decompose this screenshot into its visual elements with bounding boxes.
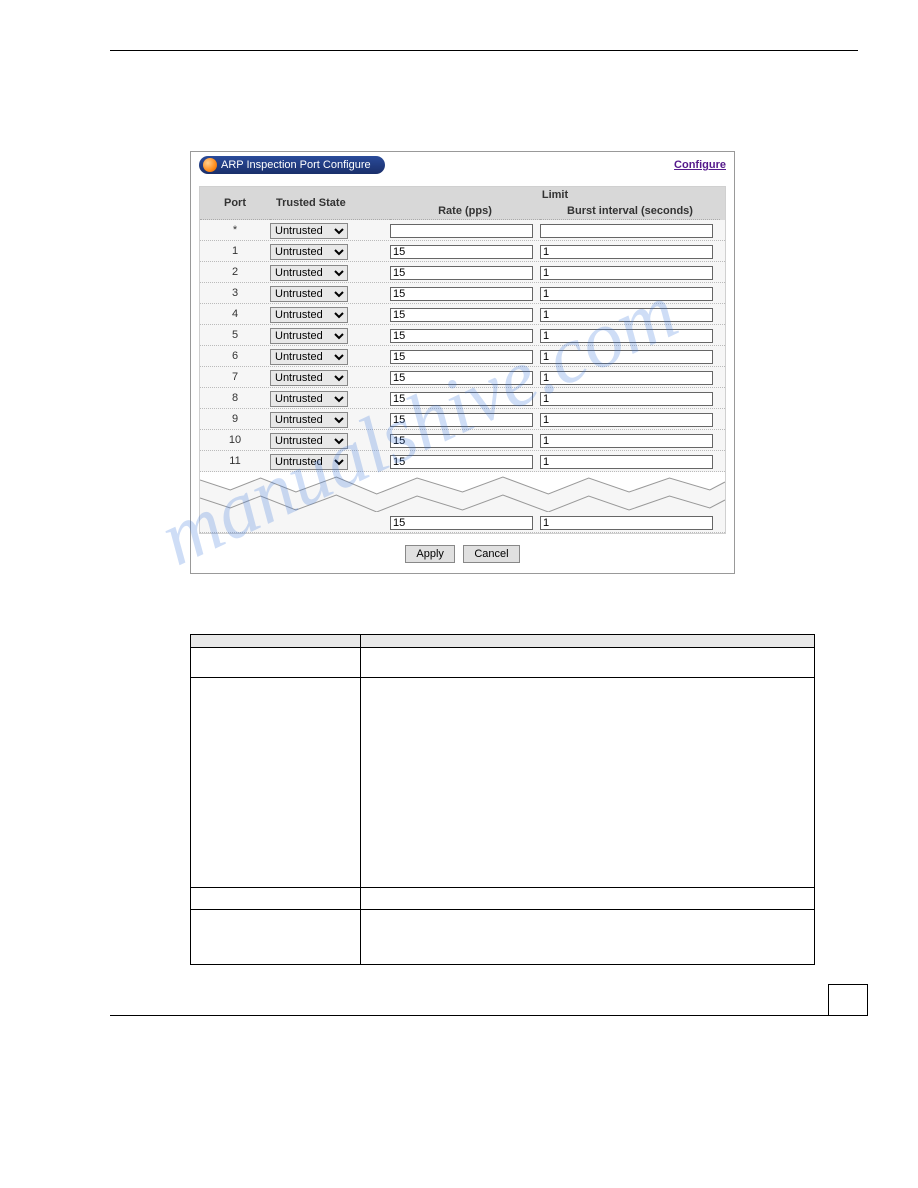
table-row: 9Untrusted — [200, 409, 725, 430]
page-number-box — [828, 984, 868, 1016]
burst-input[interactable] — [540, 413, 713, 427]
trusted-select[interactable]: Untrusted — [270, 307, 348, 323]
configure-link[interactable]: Configure — [674, 159, 726, 171]
burst-input[interactable] — [540, 371, 713, 385]
rate-input[interactable] — [390, 266, 533, 280]
rate-input[interactable] — [390, 245, 533, 259]
trusted-select[interactable]: Untrusted — [270, 391, 348, 407]
trusted-select[interactable]: Untrusted — [270, 370, 348, 386]
port-cell: 10 — [200, 434, 270, 446]
table-row: 1Untrusted — [200, 241, 725, 262]
port-cell: 3 — [200, 287, 270, 299]
trusted-select[interactable]: Untrusted — [270, 454, 348, 470]
rate-input[interactable] — [390, 308, 533, 322]
description-table — [190, 634, 815, 965]
table-row: 8Untrusted — [200, 388, 725, 409]
trusted-select[interactable]: Untrusted — [270, 265, 348, 281]
table-row: *Untrusted — [200, 220, 725, 241]
burst-input[interactable] — [540, 287, 713, 301]
panel-title-pill: ARP Inspection Port Configure — [199, 156, 385, 174]
screenshot-panel: ARP Inspection Port Configure Configure … — [190, 151, 735, 574]
rate-input[interactable] — [390, 455, 533, 469]
port-cell: 9 — [200, 413, 270, 425]
apply-button[interactable]: Apply — [405, 545, 455, 563]
burst-input[interactable] — [540, 224, 713, 238]
rate-input[interactable] — [390, 413, 533, 427]
burst-input[interactable] — [540, 245, 713, 259]
desc-cell — [361, 888, 815, 910]
burst-input[interactable] — [540, 350, 713, 364]
trusted-select[interactable]: Untrusted — [270, 328, 348, 344]
col-port: Port — [200, 187, 270, 220]
desc-cell — [361, 910, 815, 965]
bottom-rule — [110, 1015, 858, 1016]
col-rate: Rate (pps) — [390, 203, 540, 220]
rate-input-frag[interactable] — [390, 516, 533, 530]
rate-input[interactable] — [390, 350, 533, 364]
burst-input[interactable] — [540, 266, 713, 280]
table-row: 10Untrusted — [200, 430, 725, 451]
rate-input[interactable] — [390, 287, 533, 301]
table-row-fragment — [200, 512, 725, 533]
desc-cell — [191, 648, 361, 678]
desc-cell — [191, 888, 361, 910]
table-row: 4Untrusted — [200, 304, 725, 325]
rate-input[interactable] — [390, 434, 533, 448]
port-cell: 4 — [200, 308, 270, 320]
desc-cell — [361, 648, 815, 678]
port-cell: 7 — [200, 371, 270, 383]
port-cell: 8 — [200, 392, 270, 404]
burst-input-frag[interactable] — [540, 516, 713, 530]
trusted-select[interactable]: Untrusted — [270, 433, 348, 449]
col-limit: Limit — [390, 187, 720, 203]
port-cell: 6 — [200, 350, 270, 362]
cancel-button[interactable]: Cancel — [463, 545, 519, 563]
rate-input[interactable] — [390, 329, 533, 343]
rate-input[interactable] — [390, 371, 533, 385]
table-row: 6Untrusted — [200, 346, 725, 367]
desc-cell — [191, 910, 361, 965]
table-row: 7Untrusted — [200, 367, 725, 388]
burst-input[interactable] — [540, 308, 713, 322]
rate-input[interactable] — [390, 224, 533, 238]
port-cell: 2 — [200, 266, 270, 278]
port-cell: 11 — [200, 455, 270, 467]
trusted-select[interactable]: Untrusted — [270, 286, 348, 302]
port-cell: 1 — [200, 245, 270, 257]
port-cell: * — [200, 224, 270, 236]
top-rule — [110, 50, 858, 51]
trusted-select[interactable]: Untrusted — [270, 412, 348, 428]
col-burst: Burst interval (seconds) — [540, 203, 720, 220]
burst-input[interactable] — [540, 329, 713, 343]
burst-input[interactable] — [540, 455, 713, 469]
trusted-select[interactable]: Untrusted — [270, 244, 348, 260]
trusted-select[interactable]: Untrusted — [270, 349, 348, 365]
page-tear — [200, 472, 725, 512]
burst-input[interactable] — [540, 392, 713, 406]
burst-input[interactable] — [540, 434, 713, 448]
table-row: 2Untrusted — [200, 262, 725, 283]
port-table: Port Trusted State Limit Rate (pps) Burs… — [199, 186, 726, 534]
table-row: 5Untrusted — [200, 325, 725, 346]
col-trusted: Trusted State — [270, 187, 390, 220]
desc-cell — [191, 678, 361, 888]
table-row: 3Untrusted — [200, 283, 725, 304]
rate-input[interactable] — [390, 392, 533, 406]
bullet-icon — [203, 158, 217, 172]
desc-cell — [361, 678, 815, 888]
panel-title: ARP Inspection Port Configure — [221, 159, 371, 171]
port-cell: 5 — [200, 329, 270, 341]
desc-cell — [191, 635, 361, 648]
desc-cell — [361, 635, 815, 648]
table-row: 11Untrusted — [200, 451, 725, 472]
trusted-select[interactable]: Untrusted — [270, 223, 348, 239]
